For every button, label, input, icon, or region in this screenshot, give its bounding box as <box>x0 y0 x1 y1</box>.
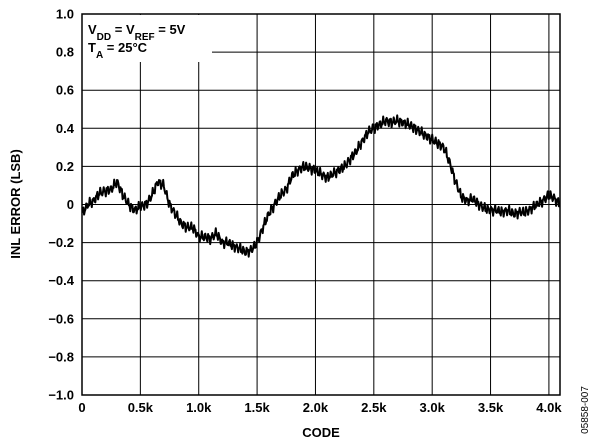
x-tick-label: 0 <box>78 400 85 415</box>
y-tick-labels: 1.0 0.8 0.6 0.4 0.2 0 −0.2 −0.4 −0.6 −0.8 −1.0 <box>48 7 74 403</box>
y-tick-label: 0.2 <box>56 159 74 174</box>
y-tick-label: 0.4 <box>56 121 75 136</box>
x-tick-label: 1.5k <box>244 400 270 415</box>
x-axis-title: CODE <box>302 425 340 440</box>
annotation-box <box>82 15 212 62</box>
x-tick-label: 2.5k <box>361 400 387 415</box>
y-tick-label: −0.2 <box>48 235 74 250</box>
annotation-temperature: TA = 25°C <box>88 40 148 61</box>
inl-series-line <box>81 114 560 258</box>
x-tick-label: 1.0k <box>186 400 212 415</box>
grid <box>81 13 560 396</box>
y-tick-label: 0.6 <box>56 83 74 98</box>
x-tick-label: 3.5k <box>478 400 504 415</box>
x-tick-label: 2.0k <box>303 400 329 415</box>
y-tick-label: −1.0 <box>48 388 74 403</box>
y-tick-label: 0.8 <box>56 45 74 60</box>
y-tick-label: 0 <box>67 197 74 212</box>
figure-id: 05858-007 <box>580 386 591 434</box>
x-tick-label: 3.0k <box>420 400 446 415</box>
y-tick-label: −0.4 <box>48 273 74 288</box>
y-axis-title: INL ERROR (LSB) <box>8 149 23 259</box>
x-tick-labels: 0 0.5k 1.0k 1.5k 2.0k 2.5k 3.0k 3.5k 4.0k <box>78 400 562 415</box>
y-tick-label: 1.0 <box>56 7 74 22</box>
plot-frame <box>81 13 561 396</box>
x-tick-label: 0.5k <box>128 400 154 415</box>
y-tick-label: −0.6 <box>48 311 74 326</box>
x-tick-label: 4.0k <box>536 400 562 415</box>
y-tick-label: −0.8 <box>48 349 74 364</box>
annotation-vdd-vref: VDD = VREF = 5V <box>88 22 186 43</box>
